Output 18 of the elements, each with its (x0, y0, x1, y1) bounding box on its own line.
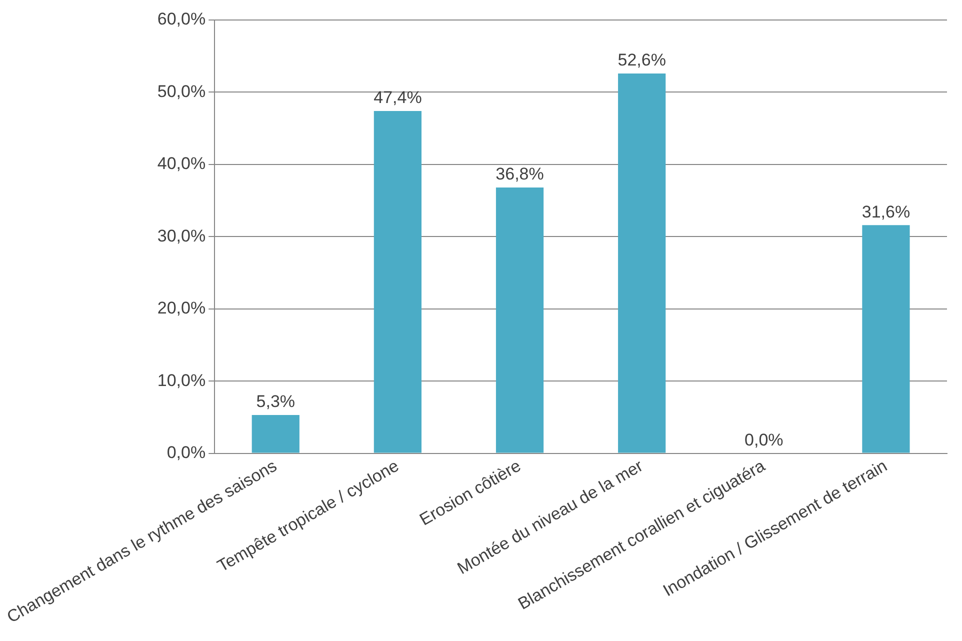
bar (496, 188, 544, 453)
bar (252, 415, 300, 453)
y-tick-label: 60,0% (157, 10, 206, 29)
data-label: 31,6% (862, 202, 910, 222)
y-tick-label: 40,0% (157, 154, 206, 174)
data-label: 36,8% (496, 164, 544, 184)
y-tick-label: 30,0% (157, 226, 206, 246)
y-tick-label: 50,0% (157, 82, 206, 101)
y-tick-label: 10,0% (157, 370, 206, 390)
y-tick-label: 0,0% (166, 442, 206, 462)
data-label: 52,6% (618, 50, 666, 70)
bar (618, 73, 666, 453)
data-label: 5,3% (256, 392, 296, 412)
y-tick-label: 20,0% (157, 298, 206, 318)
bar (862, 225, 910, 453)
data-label: 47,4% (374, 88, 422, 108)
data-label: 0,0% (744, 430, 784, 450)
bar (374, 110, 422, 453)
